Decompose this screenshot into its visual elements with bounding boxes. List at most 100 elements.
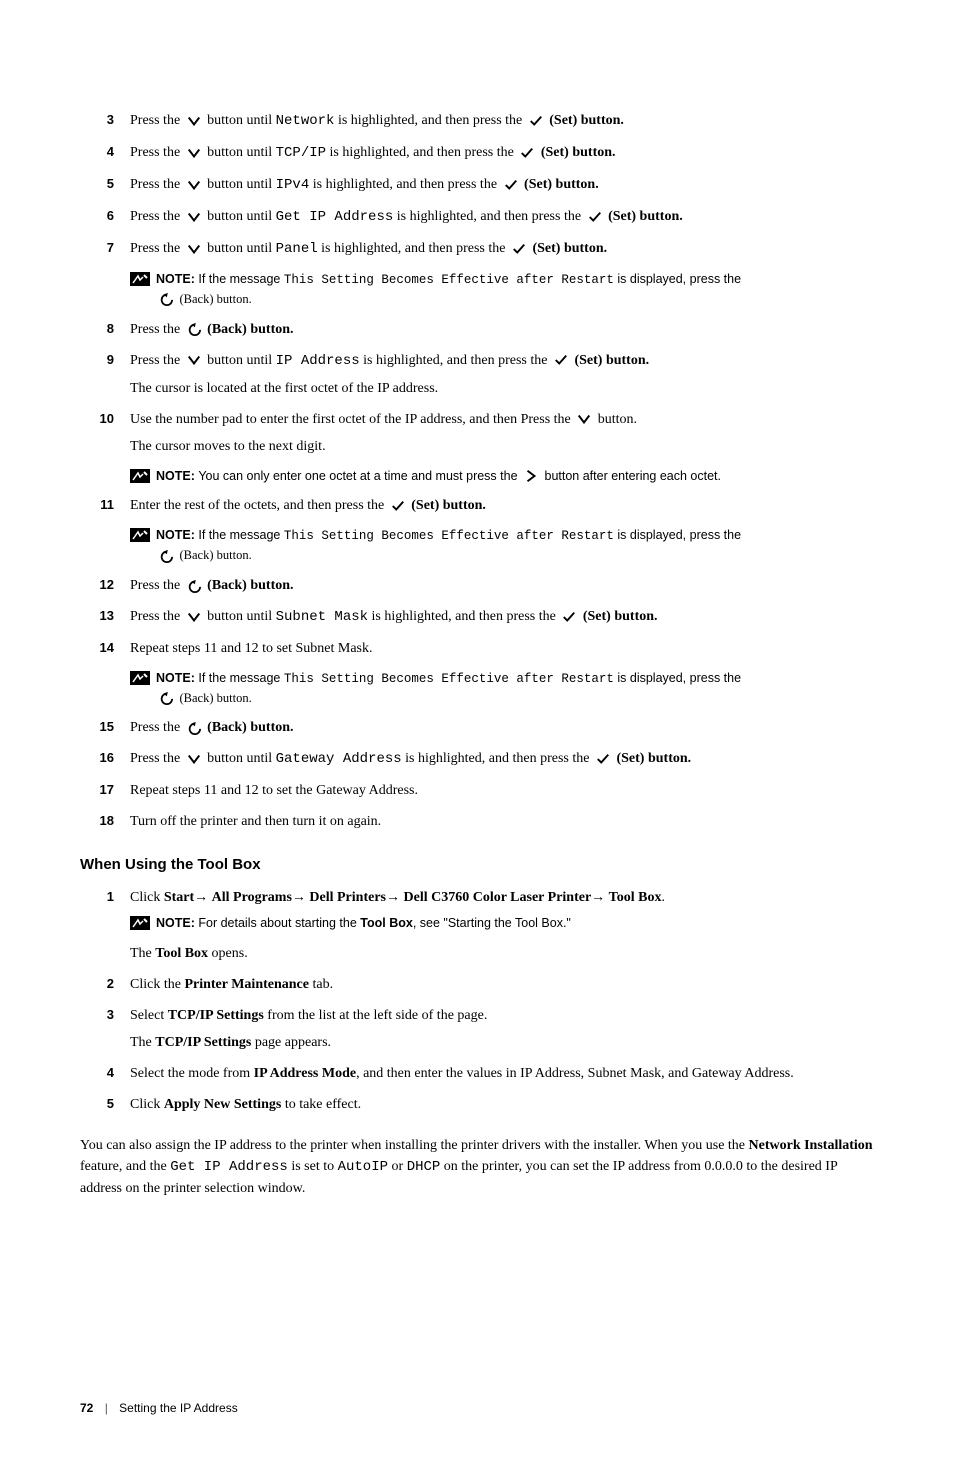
down-icon: [186, 146, 202, 160]
step-17: 17Repeat steps 11 and 12 to set the Gate…: [80, 780, 874, 801]
step-number: 7: [80, 238, 130, 260]
note-icon: [130, 916, 150, 930]
note-restart: NOTE: If the message This Setting Become…: [130, 669, 874, 708]
step-number: 8: [80, 319, 130, 340]
step-text: Click Apply New Settings to take effect.: [130, 1094, 874, 1115]
step-9: 9Press the button until IP Address is hi…: [80, 350, 874, 399]
down-icon: [186, 610, 202, 624]
step-number: 14: [80, 638, 130, 659]
step-number: 1: [80, 887, 130, 964]
note-icon: [130, 528, 150, 542]
note-text: NOTE: If the message This Setting Become…: [156, 270, 874, 309]
check-icon: [519, 146, 535, 160]
menu-code: Get IP Address: [276, 209, 394, 225]
step-15: 15Press the (Back) button.: [80, 717, 874, 738]
step-number: 16: [80, 748, 130, 770]
note-icon: [130, 671, 150, 685]
note-text: NOTE: If the message This Setting Become…: [156, 669, 874, 708]
step-number: 2: [80, 974, 130, 995]
step-10: 10Use the number pad to enter the first …: [80, 409, 874, 457]
step-sub: The TCP/IP Settings page appears.: [130, 1032, 874, 1053]
check-icon: [561, 610, 577, 624]
menu-code: Network: [276, 113, 335, 129]
step-text: Select the mode from IP Address Mode, an…: [130, 1063, 874, 1084]
step-11: 11Enter the rest of the octets, and then…: [80, 495, 874, 516]
step-number: 3: [80, 1005, 130, 1053]
step-5: 5Press the button until IPv4 is highligh…: [80, 174, 874, 196]
tb-step-1: 1Click Start→ All Programs→ Dell Printer…: [80, 887, 874, 964]
note-octet: NOTE: You can only enter one octet at a …: [130, 467, 874, 486]
step-number: 3: [80, 110, 130, 132]
step-number: 5: [80, 174, 130, 196]
step-number: 6: [80, 206, 130, 228]
down-icon: [186, 210, 202, 224]
step-text: Press the button until IPv4 is highlight…: [130, 174, 874, 196]
tb-step-4: 4Select the mode from IP Address Mode, a…: [80, 1063, 874, 1084]
step-18: 18Turn off the printer and then turn it …: [80, 811, 874, 832]
section-title-toolbox: When Using the Tool Box: [80, 854, 874, 877]
step-number: 9: [80, 350, 130, 399]
step-text: Repeat steps 11 and 12 to set Subnet Mas…: [130, 638, 874, 659]
footer-separator: |: [105, 1401, 108, 1415]
step-text: Press the (Back) button.: [130, 717, 874, 738]
step-number: 12: [80, 575, 130, 596]
note-restart: NOTE: If the message This Setting Become…: [130, 526, 874, 565]
menu-code: TCP/IP: [276, 145, 326, 161]
down-icon: [186, 353, 202, 367]
note-toolbox: NOTE: For details about starting the Too…: [130, 914, 874, 933]
tb-step-3: 3Select TCP/IP Settings from the list at…: [80, 1005, 874, 1053]
step-number: 18: [80, 811, 130, 832]
down-icon: [186, 114, 202, 128]
step-text: Press the button until Gateway Address i…: [130, 748, 874, 770]
check-icon: [587, 210, 603, 224]
back-icon: [186, 322, 202, 336]
back-icon: [158, 691, 174, 705]
note-icon: [130, 272, 150, 286]
step-3: 3Press the button until Network is highl…: [80, 110, 874, 132]
step-text: Press the button until Network is highli…: [130, 110, 874, 132]
step-text: Press the button until Panel is highligh…: [130, 238, 874, 260]
step-text: Press the (Back) button.: [130, 319, 874, 340]
step-text: Press the button until TCP/IP is highlig…: [130, 142, 874, 164]
tb-step-2: 2Click the Printer Maintenance tab.: [80, 974, 874, 995]
footer-title: Setting the IP Address: [119, 1401, 238, 1415]
check-icon: [553, 353, 569, 367]
right-icon: [523, 469, 539, 483]
step-sub: The Tool Box opens.: [130, 943, 874, 964]
down-icon: [186, 752, 202, 766]
step-text: Press the button until Get IP Address is…: [130, 206, 874, 228]
step-number: 4: [80, 142, 130, 164]
step-number: 11: [80, 495, 130, 516]
step-4: 4Press the button until TCP/IP is highli…: [80, 142, 874, 164]
step-sub: The cursor moves to the next digit.: [130, 436, 874, 457]
back-icon: [158, 292, 174, 306]
note-text: NOTE: You can only enter one octet at a …: [156, 467, 874, 486]
step-number: 17: [80, 780, 130, 801]
note-text: NOTE: For details about starting the Too…: [156, 914, 874, 933]
back-icon: [186, 721, 202, 735]
note-restart: NOTE: If the message This Setting Become…: [130, 270, 874, 309]
bottom-paragraph: You can also assign the IP address to th…: [80, 1135, 874, 1199]
check-icon: [511, 242, 527, 256]
step-text: Press the button until Subnet Mask is hi…: [130, 606, 874, 628]
tb-step-5: 5Click Apply New Settings to take effect…: [80, 1094, 874, 1115]
step-text: Press the (Back) button.: [130, 575, 874, 596]
step-8: 8Press the (Back) button.: [80, 319, 874, 340]
step-13: 13Press the button until Subnet Mask is …: [80, 606, 874, 628]
step-text: Use the number pad to enter the first oc…: [130, 409, 874, 457]
note-text: NOTE: If the message This Setting Become…: [156, 526, 874, 565]
step-text: Turn off the printer and then turn it on…: [130, 811, 874, 832]
step-sub: The cursor is located at the first octet…: [130, 378, 874, 399]
down-icon: [186, 242, 202, 256]
step-16: 16Press the button until Gateway Address…: [80, 748, 874, 770]
check-icon: [528, 114, 544, 128]
step-text: Select TCP/IP Settings from the list at …: [130, 1005, 874, 1053]
page-number: 72: [80, 1401, 93, 1415]
step-text: Enter the rest of the octets, and then p…: [130, 495, 874, 516]
back-icon: [158, 549, 174, 563]
step-number: 13: [80, 606, 130, 628]
step-text: Press the button until IP Address is hig…: [130, 350, 874, 399]
down-icon: [576, 412, 592, 426]
step-number: 4: [80, 1063, 130, 1084]
step-6: 6Press the button until Get IP Address i…: [80, 206, 874, 228]
